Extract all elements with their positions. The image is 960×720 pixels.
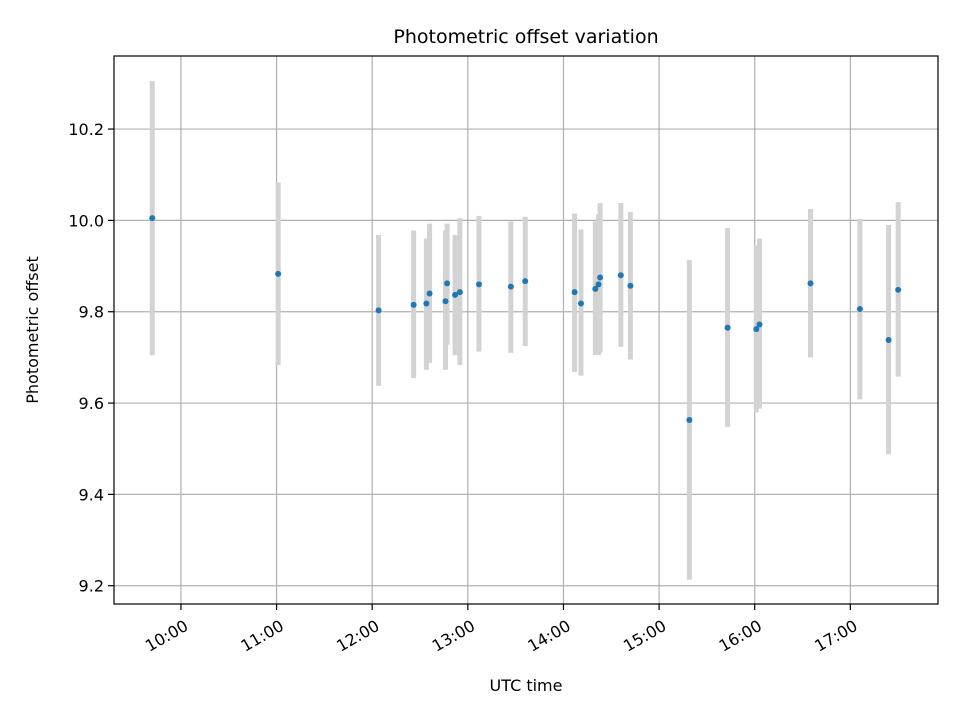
data-point bbox=[275, 270, 282, 277]
data-point bbox=[149, 215, 156, 222]
data-points bbox=[149, 215, 902, 423]
data-point bbox=[444, 280, 451, 287]
data-point bbox=[571, 289, 578, 296]
y-tick-label: 10.0 bbox=[68, 211, 104, 230]
plot-frame bbox=[113, 55, 939, 605]
data-point bbox=[617, 272, 624, 279]
y-tick-label: 9.8 bbox=[79, 303, 104, 322]
data-point bbox=[595, 281, 602, 288]
x-axis-label: UTC time bbox=[490, 676, 563, 695]
data-point bbox=[375, 307, 382, 314]
data-point bbox=[756, 321, 763, 328]
data-point bbox=[686, 416, 693, 423]
data-point bbox=[856, 305, 863, 312]
y-tick-label: 9.6 bbox=[79, 394, 104, 413]
data-point bbox=[410, 301, 417, 308]
chart-title: Photometric offset variation bbox=[393, 26, 658, 48]
data-point bbox=[426, 290, 433, 297]
data-point bbox=[724, 324, 731, 331]
data-point bbox=[423, 300, 430, 307]
data-point bbox=[442, 298, 449, 305]
data-point bbox=[885, 337, 892, 344]
data-point bbox=[507, 283, 514, 290]
data-point bbox=[452, 291, 459, 298]
data-point bbox=[456, 289, 463, 296]
data-point bbox=[753, 326, 760, 333]
data-point bbox=[597, 274, 604, 281]
data-point bbox=[592, 285, 599, 292]
data-point bbox=[807, 280, 814, 287]
data-point bbox=[522, 278, 529, 285]
y-tick-label: 10.2 bbox=[68, 120, 104, 139]
data-point bbox=[627, 282, 634, 289]
data-point bbox=[577, 300, 584, 307]
y-axis-ticks: 9.2 9.4 9.6 9.8 10.0 10.2 bbox=[68, 120, 114, 596]
y-axis-label: Photometric offset bbox=[23, 256, 42, 404]
data-point bbox=[475, 281, 482, 288]
data-point bbox=[895, 286, 902, 293]
y-tick-label: 9.4 bbox=[79, 485, 104, 504]
y-tick-label: 9.2 bbox=[79, 577, 104, 596]
